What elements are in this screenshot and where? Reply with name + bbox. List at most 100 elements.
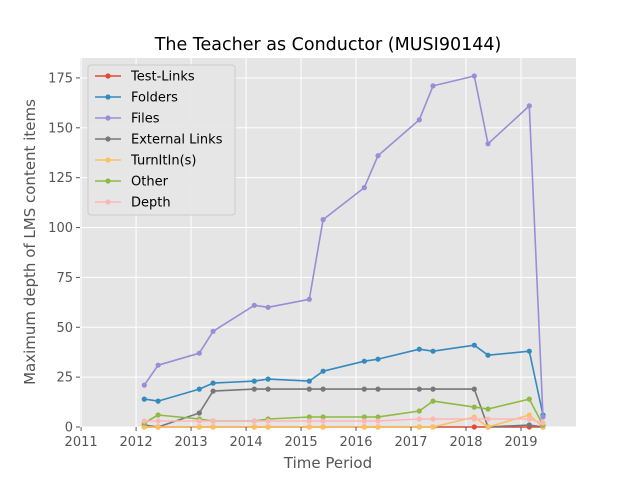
data-point xyxy=(471,416,477,422)
y-tick-label: 75 xyxy=(56,271,73,286)
data-point xyxy=(251,418,257,424)
legend: Test-Links Folders Files External Links Turn… xyxy=(87,64,236,216)
y-tick-label: 125 xyxy=(48,171,73,186)
data-point xyxy=(471,386,477,392)
data-point xyxy=(361,424,367,430)
data-point xyxy=(265,304,271,310)
data-point xyxy=(320,386,326,392)
data-point xyxy=(306,424,312,430)
series-turnitin-s xyxy=(141,412,546,430)
data-point xyxy=(196,350,202,356)
data-point xyxy=(251,386,257,392)
data-point xyxy=(265,424,271,430)
data-point xyxy=(210,388,216,394)
data-point xyxy=(320,424,326,430)
legend-marker xyxy=(105,94,111,100)
legend-item: TurnItIn(s) xyxy=(95,154,196,169)
data-point xyxy=(196,418,202,424)
legend-item: Depth xyxy=(95,196,171,211)
data-point xyxy=(375,424,381,430)
data-point xyxy=(416,346,422,352)
data-point xyxy=(485,406,491,412)
data-point xyxy=(361,418,367,424)
data-point xyxy=(141,382,147,388)
x-tick-label: 2019 xyxy=(504,435,537,450)
legend-label: Depth xyxy=(131,196,171,211)
data-point xyxy=(430,424,436,430)
legend-label: External Links xyxy=(131,133,223,148)
legend-marker xyxy=(105,73,111,79)
series-line xyxy=(144,344,544,416)
x-tick-label: 2011 xyxy=(65,435,98,450)
data-point xyxy=(416,408,422,414)
data-point xyxy=(416,117,422,123)
legend-item: Other xyxy=(95,175,169,190)
y-axis-title: Maximum depth of LMS content items xyxy=(21,99,39,385)
data-point xyxy=(320,414,326,420)
data-point xyxy=(540,414,546,420)
data-point xyxy=(416,386,422,392)
data-point xyxy=(141,418,147,424)
legend-label: Other xyxy=(131,175,169,190)
data-point xyxy=(320,418,326,424)
data-point xyxy=(375,418,381,424)
data-point xyxy=(361,185,367,191)
data-point xyxy=(210,424,216,430)
series-files xyxy=(141,73,546,420)
data-point xyxy=(471,424,477,430)
legend-marker xyxy=(105,199,111,205)
data-point xyxy=(416,424,422,430)
data-point xyxy=(306,418,312,424)
legend-item: Files xyxy=(95,112,160,127)
x-tick-label: 2015 xyxy=(285,435,318,450)
legend-item: External Links xyxy=(95,133,223,148)
data-point xyxy=(265,376,271,382)
legend-marker xyxy=(105,136,111,142)
axes: 2011 2012 2013 2014 2015 2016 2017 2018 2019 0 25 5… xyxy=(48,71,537,450)
data-point xyxy=(155,398,161,404)
data-point xyxy=(375,386,381,392)
data-point xyxy=(526,412,532,418)
grid xyxy=(80,58,576,428)
data-point xyxy=(485,352,491,358)
y-tick-label: 50 xyxy=(56,321,73,336)
data-point xyxy=(485,424,491,430)
data-point xyxy=(210,328,216,334)
data-point xyxy=(471,73,477,79)
data-point xyxy=(471,404,477,410)
data-point xyxy=(430,386,436,392)
data-point xyxy=(430,348,436,354)
legend-label: Folders xyxy=(131,91,178,106)
x-tick-label: 2017 xyxy=(394,435,427,450)
legend-item: Test-Links xyxy=(95,70,195,85)
data-point xyxy=(251,302,257,308)
x-tick-label: 2014 xyxy=(230,435,263,450)
data-point xyxy=(141,396,147,402)
data-point xyxy=(526,416,532,422)
data-point xyxy=(196,386,202,392)
y-tick-label: 0 xyxy=(65,421,73,436)
data-point xyxy=(430,416,436,422)
data-point xyxy=(485,416,491,422)
legend-marker xyxy=(105,178,111,184)
data-point xyxy=(306,414,312,420)
data-point xyxy=(430,83,436,89)
legend-marker xyxy=(105,115,111,121)
y-tick-label: 25 xyxy=(56,371,73,386)
data-point xyxy=(471,342,477,348)
data-point xyxy=(306,296,312,302)
data-point xyxy=(361,414,367,420)
data-point xyxy=(526,103,532,109)
series-layer xyxy=(141,73,546,430)
data-point xyxy=(141,424,147,430)
data-point xyxy=(375,356,381,362)
y-tick-label: 100 xyxy=(48,221,73,236)
data-point xyxy=(265,418,271,424)
data-point xyxy=(361,386,367,392)
data-point xyxy=(375,153,381,159)
data-point xyxy=(526,396,532,402)
y-tick-label: 150 xyxy=(48,121,73,136)
legend-box xyxy=(87,64,236,216)
